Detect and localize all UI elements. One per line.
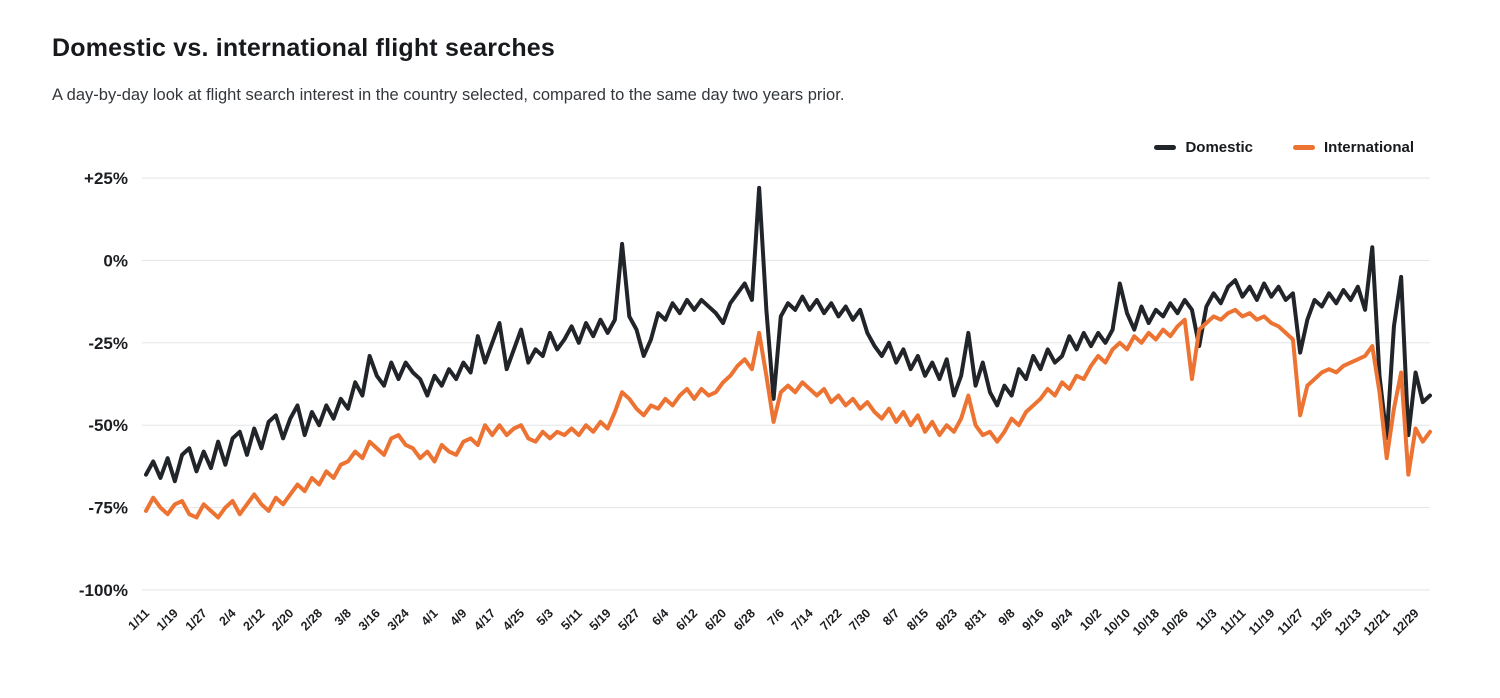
- x-axis-tick-label: 8/31: [962, 606, 989, 633]
- x-axis-tick-label: 12/21: [1361, 606, 1393, 638]
- x-axis-tick-label: 3/24: [385, 606, 412, 633]
- x-axis-tick-label: 4/1: [418, 606, 440, 628]
- x-axis-tick-label: 7/22: [818, 606, 845, 633]
- x-axis-tick-label: 1/19: [154, 606, 181, 633]
- x-axis-tick-label: 5/19: [587, 606, 614, 633]
- x-axis-tick-label: 8/23: [933, 606, 960, 633]
- x-axis-tick-label: 12/13: [1332, 606, 1364, 638]
- legend-item-domestic: Domestic: [1154, 139, 1253, 156]
- y-axis-tick-label: -50%: [88, 416, 128, 435]
- x-axis-tick-label: 5/3: [534, 606, 556, 628]
- international-series-line: [144, 307, 1432, 520]
- x-axis-tick-label: 3/8: [332, 606, 354, 628]
- x-axis-tick-label: 9/8: [996, 606, 1018, 628]
- y-axis-tick-label: -100%: [79, 581, 128, 600]
- x-axis-tick-label: 4/17: [471, 606, 498, 633]
- x-axis-tick-label: 1/27: [183, 606, 210, 633]
- x-axis-tick-label: 11/3: [1193, 606, 1220, 633]
- x-axis-tick-label: 6/4: [649, 606, 671, 628]
- x-axis-tick-label: 11/19: [1246, 606, 1278, 638]
- chart-legend: Domestic International: [1154, 139, 1414, 156]
- domestic-series-line: [144, 185, 1432, 484]
- y-axis-tick-label: -25%: [88, 334, 128, 353]
- x-axis-tick-label: 1/11: [126, 606, 153, 633]
- legend-item-international: International: [1292, 139, 1414, 156]
- x-axis-tick-label: 2/12: [240, 606, 267, 633]
- x-axis-tick-label: 11/11: [1218, 606, 1249, 637]
- x-axis-tick-label: 2/4: [216, 606, 238, 628]
- domestic-line-swatch: [1154, 145, 1177, 150]
- x-axis-tick-label: 12/5: [1308, 606, 1335, 633]
- x-axis-tick-label: 7/6: [765, 606, 787, 628]
- page-title: Domestic vs. international flight search…: [52, 34, 555, 62]
- x-axis-tick-label: 5/27: [616, 606, 643, 633]
- legend-label-international: International: [1323, 139, 1414, 156]
- x-axis-tick-label: 7/30: [846, 606, 873, 633]
- x-axis-tick-label: 11/27: [1275, 606, 1307, 638]
- x-axis-tick-label: 3/16: [356, 606, 383, 633]
- x-axis-tick-label: 8/15: [904, 606, 931, 633]
- x-axis-tick-label: 2/28: [298, 606, 325, 633]
- x-axis-tick-label: 10/26: [1159, 606, 1191, 638]
- y-axis-tick-label: -75%: [88, 499, 128, 518]
- x-axis-tick-label: 9/16: [1019, 606, 1046, 633]
- x-axis-tick-label: 5/11: [558, 606, 585, 633]
- x-axis-tick-label: 2/20: [269, 606, 296, 633]
- legend-label-domestic: Domestic: [1185, 139, 1253, 156]
- x-axis-tick-label: 10/10: [1101, 606, 1133, 638]
- x-axis-tick-label: 7/14: [789, 606, 816, 633]
- x-axis-tick-label: 6/20: [702, 606, 729, 633]
- x-axis-tick-label: 10/18: [1130, 606, 1162, 638]
- x-axis-tick-label: 8/7: [880, 606, 902, 628]
- international-line-swatch: [1292, 145, 1315, 150]
- x-axis-tick-label: 4/25: [500, 606, 527, 633]
- y-axis-tick-label: +25%: [84, 169, 128, 188]
- page-subtitle: A day-by-day look at flight search inter…: [52, 86, 845, 104]
- x-axis-tick-label: 4/9: [447, 606, 469, 628]
- x-axis-tick-label: 6/12: [673, 606, 700, 633]
- y-axis-tick-label: 0%: [103, 251, 128, 270]
- x-axis-tick-label: 12/29: [1390, 606, 1422, 638]
- x-axis-tick-label: 10/2: [1077, 606, 1104, 633]
- x-axis-tick-label: 9/24: [1048, 606, 1075, 633]
- x-axis-tick-label: 6/28: [731, 606, 758, 633]
